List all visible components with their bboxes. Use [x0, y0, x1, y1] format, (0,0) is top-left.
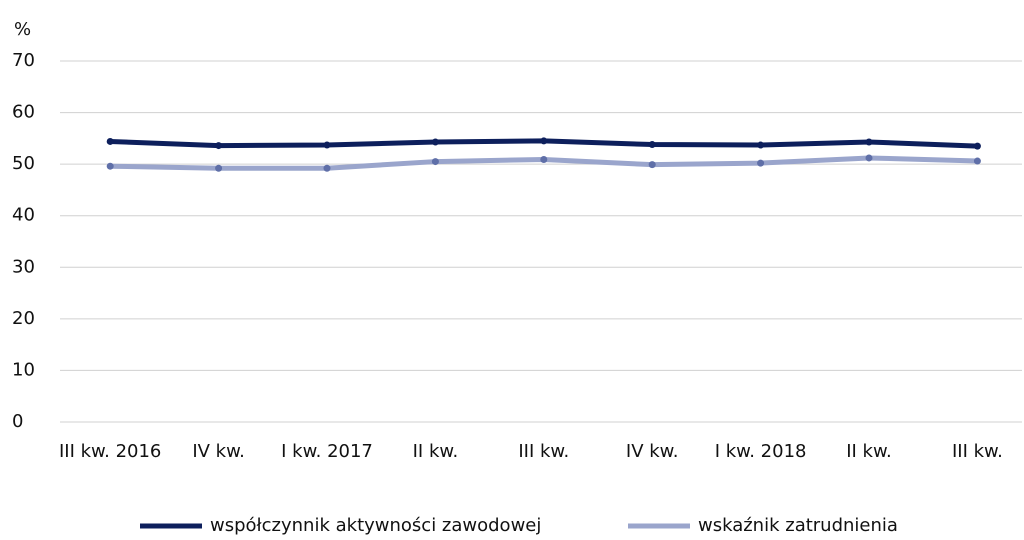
- y-tick-label: 10: [12, 359, 35, 380]
- x-tick-label: III kw.: [518, 441, 569, 462]
- data-point: [648, 161, 656, 169]
- data-point: [215, 142, 223, 150]
- y-tick-label: 30: [12, 256, 35, 277]
- data-point: [865, 138, 873, 146]
- x-tick-label: II kw.: [413, 441, 459, 462]
- data-point: [648, 141, 656, 149]
- data-point: [540, 156, 548, 164]
- data-point: [215, 164, 223, 172]
- data-point: [865, 154, 873, 162]
- data-point: [973, 142, 981, 150]
- data-point: [106, 137, 114, 145]
- y-tick-label: 70: [12, 50, 35, 71]
- data-point: [431, 158, 439, 166]
- x-tick-label: I kw. 2018: [715, 441, 807, 462]
- x-tick-label: I kw. 2017: [281, 441, 373, 462]
- data-point: [431, 138, 439, 146]
- legend-label: współczynnik aktywności zawodowej: [210, 515, 541, 536]
- data-point: [973, 157, 981, 165]
- x-tick-label: IV kw.: [626, 441, 679, 462]
- y-tick-label: 50: [12, 153, 35, 174]
- y-tick-label: 20: [12, 308, 35, 329]
- data-point: [323, 164, 331, 172]
- y-tick-label: 0: [12, 411, 23, 432]
- data-point: [757, 159, 765, 167]
- x-tick-label: III kw.: [952, 441, 1003, 462]
- y-tick-label: 60: [12, 102, 35, 123]
- x-tick-label: III kw. 2016: [59, 441, 161, 462]
- data-point: [757, 141, 765, 149]
- data-point: [323, 141, 331, 149]
- x-tick-label: II kw.: [846, 441, 892, 462]
- x-tick-label: IV kw.: [192, 441, 245, 462]
- y-axis-label: %: [14, 19, 31, 40]
- y-tick-label: 40: [12, 205, 35, 226]
- data-point: [106, 162, 114, 170]
- legend-label: wskaźnik zatrudnienia: [698, 515, 898, 536]
- data-point: [540, 137, 548, 145]
